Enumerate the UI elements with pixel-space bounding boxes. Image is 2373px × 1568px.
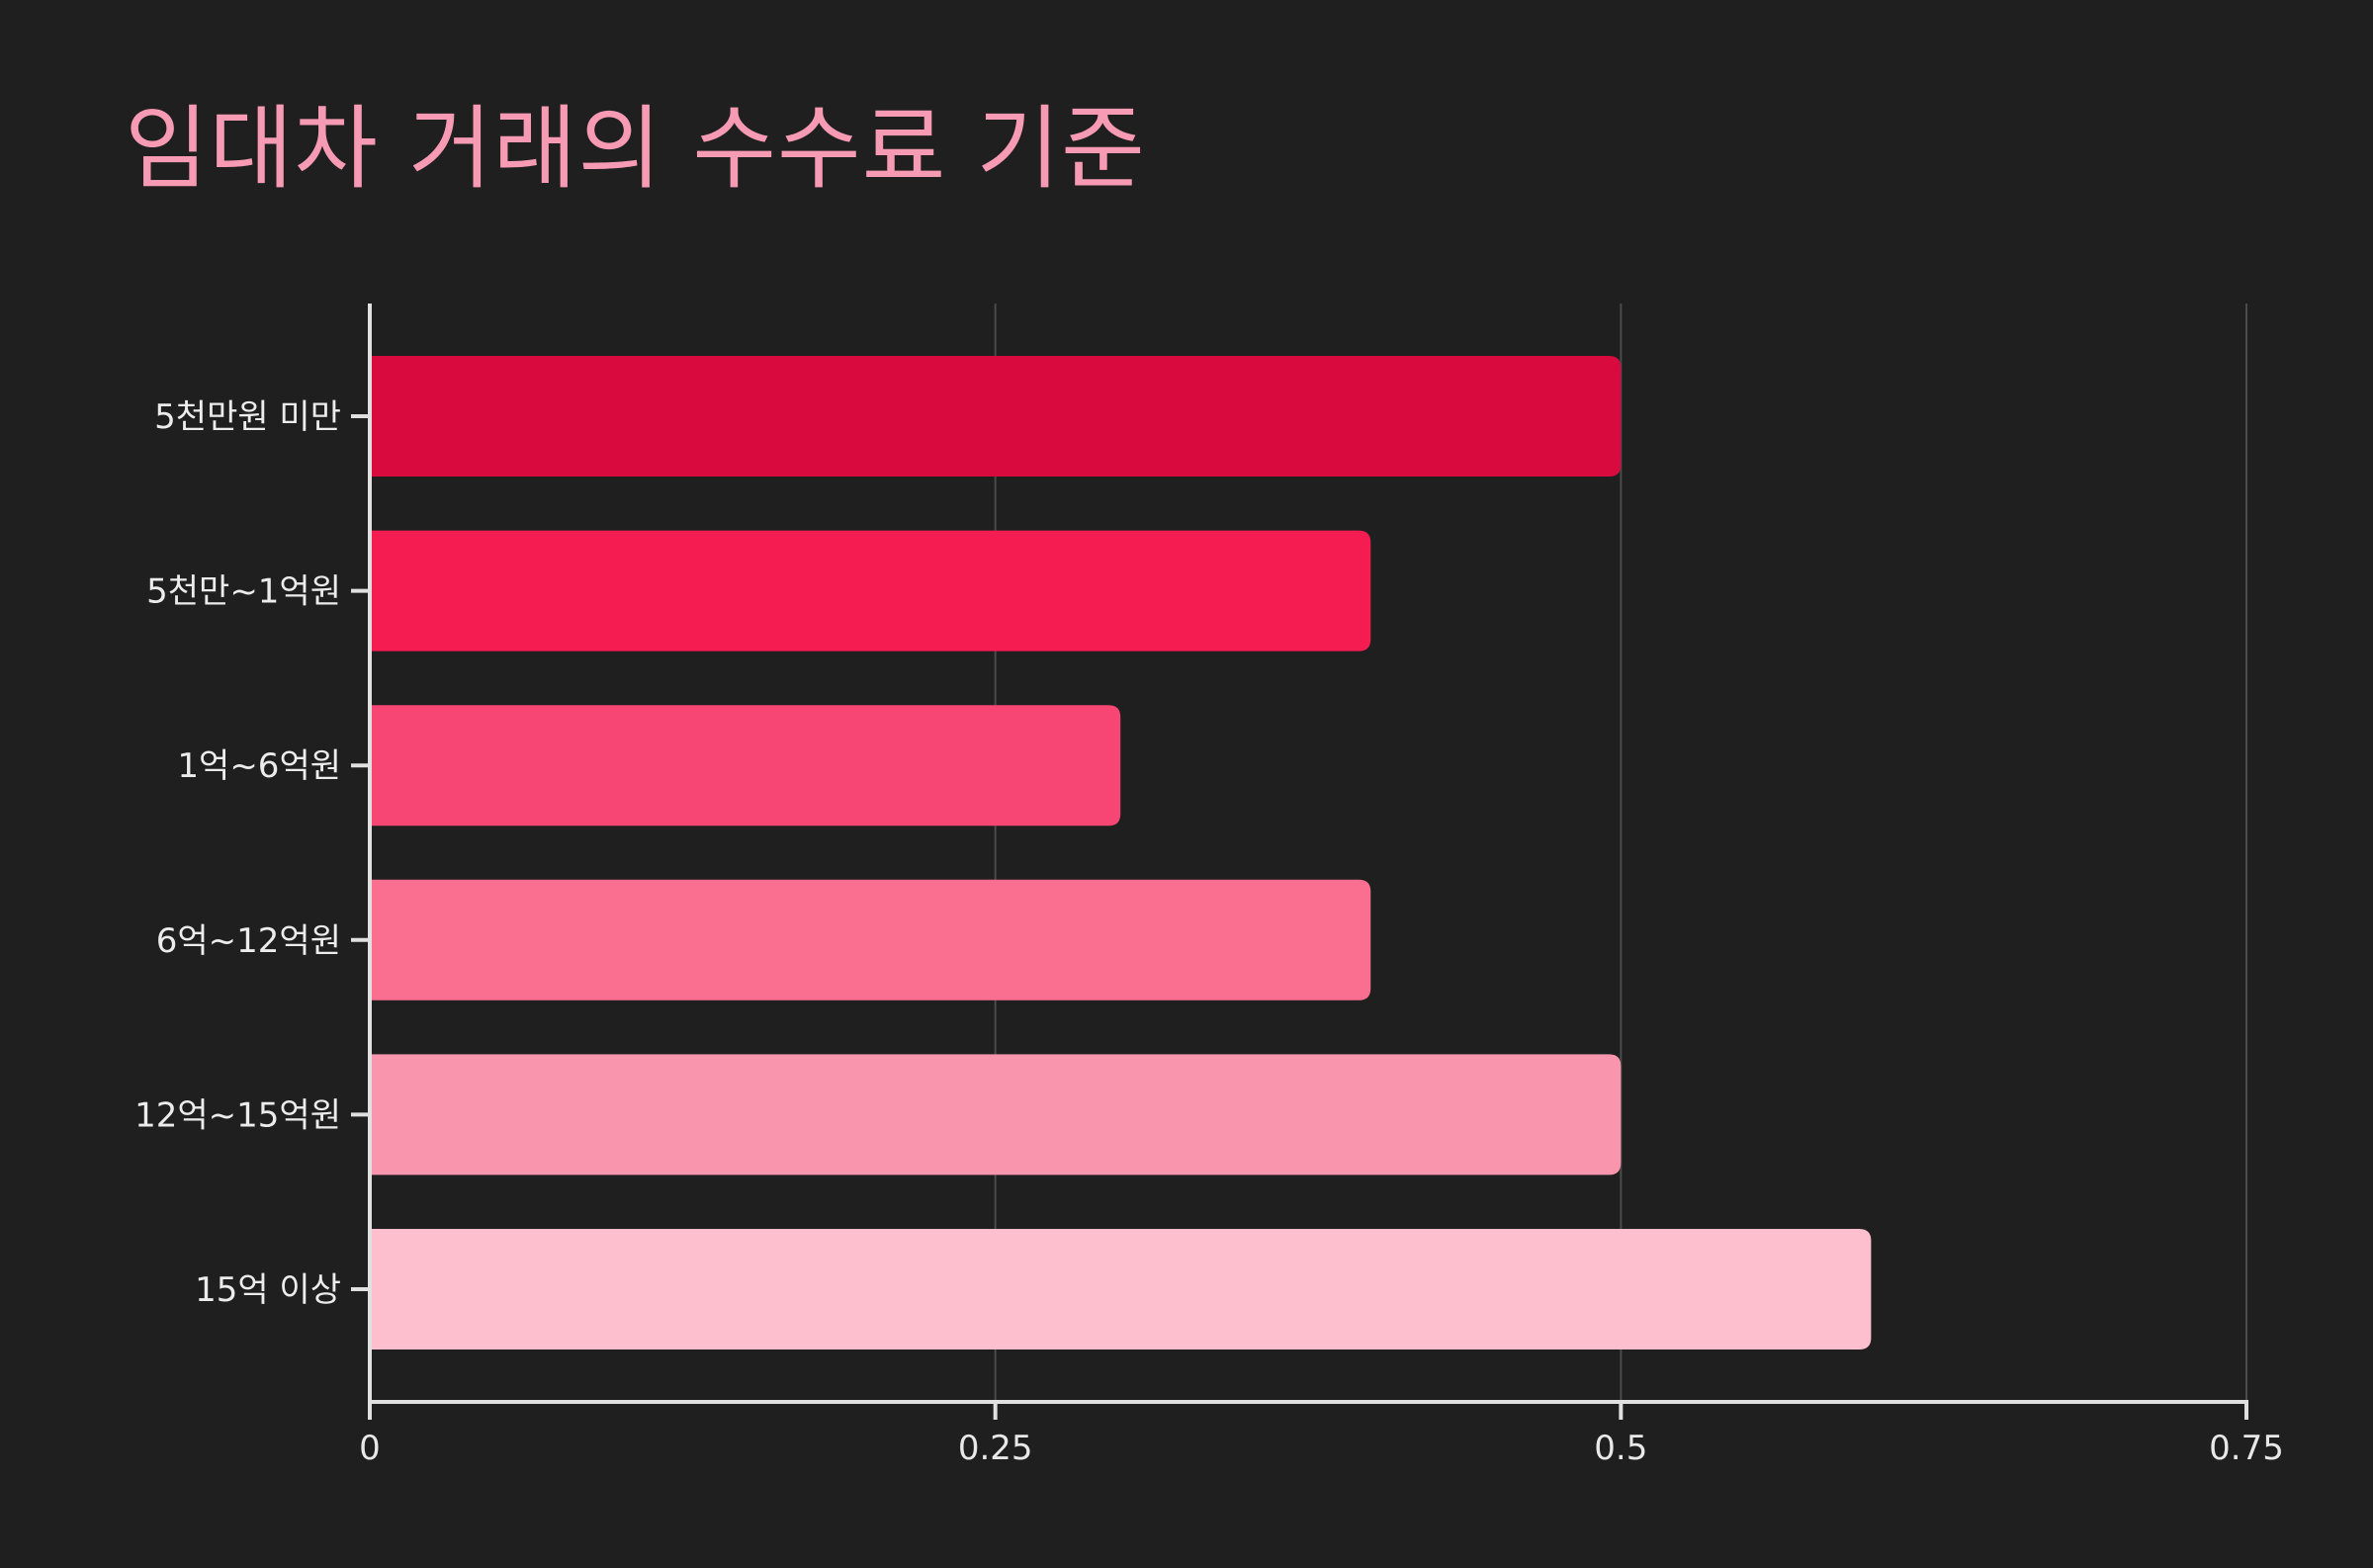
chart-title: 임대차 거래의 수수료 기준 <box>125 96 1146 202</box>
category-label: 6억~12억원 <box>156 921 341 961</box>
category-label: 1억~6억원 <box>177 746 341 786</box>
bar <box>370 1054 1622 1176</box>
bar <box>370 705 1121 827</box>
bar <box>370 1229 1872 1350</box>
category-label: 5천만원 미만 <box>154 397 341 437</box>
category-label: 5천만~1억원 <box>146 572 341 612</box>
bar <box>370 356 1622 477</box>
axes <box>351 304 2248 1420</box>
bar <box>370 879 1371 1001</box>
x-tick-label: 0.25 <box>958 1429 1033 1468</box>
bars <box>370 356 1872 1350</box>
x-tick-label: 0.75 <box>2209 1429 2284 1468</box>
x-tick-label: 0 <box>359 1429 381 1468</box>
labels: 5천만원 미만 5천만~1억원 1억~6억원 6억~12억원 12억~15억원 15억 이… <box>134 397 2284 1468</box>
grid-lines <box>994 304 2247 1402</box>
category-label: 15억 이상 <box>195 1270 341 1310</box>
x-tick-label: 0.5 <box>1594 1429 1647 1468</box>
category-label: 12억~15억원 <box>134 1095 341 1135</box>
bar <box>370 530 1371 652</box>
